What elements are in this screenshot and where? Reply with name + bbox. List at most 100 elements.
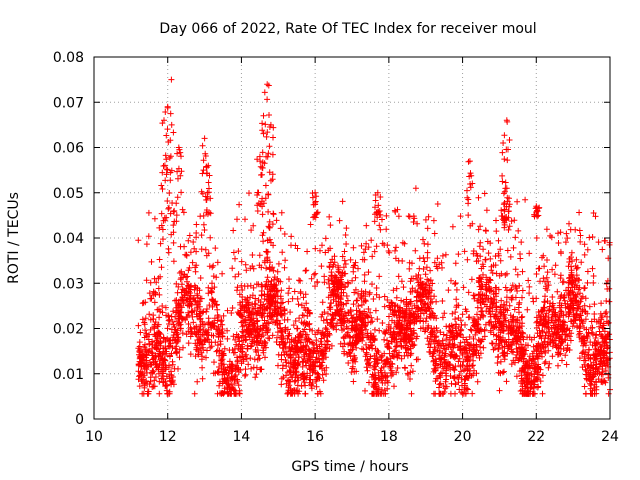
data-point: [548, 326, 555, 332]
data-point: [446, 334, 453, 341]
data-point: [543, 226, 550, 233]
data-point: [455, 358, 462, 365]
data-point: [214, 259, 221, 266]
data-point: [590, 351, 597, 358]
data-point: [541, 298, 548, 305]
data-point: [313, 354, 320, 361]
data-point: [589, 265, 596, 272]
data-point: [285, 352, 292, 359]
data-point: [160, 163, 167, 169]
data-point: [439, 337, 446, 344]
data-point: [145, 233, 152, 240]
data-point: [441, 310, 448, 317]
x-tick-label: 14: [233, 429, 251, 445]
data-point: [278, 209, 285, 216]
data-point: [513, 351, 520, 358]
data-point: [488, 340, 495, 347]
data-point: [534, 330, 541, 337]
data-point: [152, 333, 159, 340]
data-point: [241, 372, 248, 379]
data-point: [159, 186, 166, 192]
data-point: [481, 333, 488, 340]
data-point: [235, 345, 242, 352]
data-point: [581, 361, 588, 368]
data-point: [321, 273, 328, 280]
data-point: [212, 245, 219, 252]
data-point: [265, 223, 272, 230]
data-point: [337, 340, 344, 347]
data-point: [385, 340, 392, 347]
data-point: [214, 312, 221, 319]
data-point: [264, 254, 271, 261]
data-point: [169, 361, 176, 368]
y-tick-label: 0.06: [53, 141, 84, 157]
data-point: [577, 232, 584, 239]
data-point: [606, 298, 613, 305]
data-point: [542, 358, 549, 365]
data-point: [481, 190, 488, 197]
data-point: [326, 213, 333, 220]
data-point: [224, 307, 231, 314]
data-point: [147, 279, 154, 286]
data-point: [218, 360, 225, 367]
data-point: [151, 299, 158, 306]
data-point: [242, 371, 249, 378]
data-point: [163, 132, 170, 139]
data-point: [440, 331, 447, 338]
data-point: [598, 300, 605, 307]
data-point: [480, 271, 486, 278]
data-point: [393, 294, 400, 301]
data-point: [292, 242, 299, 249]
data-point: [281, 264, 288, 271]
data-point: [388, 367, 395, 374]
data-point: [153, 279, 160, 286]
data-point: [350, 378, 357, 385]
data-point: [465, 289, 472, 296]
data-point: [425, 278, 432, 284]
data-point: [508, 286, 515, 293]
data-point: [462, 344, 469, 351]
data-point: [242, 366, 249, 373]
data-point: [357, 336, 363, 343]
data-point: [232, 336, 239, 343]
data-point: [307, 366, 313, 373]
data-point: [259, 211, 266, 218]
data-point: [232, 273, 239, 280]
data-point: [254, 337, 261, 344]
data-point: [452, 260, 459, 267]
data-point: [368, 237, 375, 244]
data-point: [149, 384, 156, 390]
data-point: [581, 251, 588, 258]
data-point: [336, 217, 343, 224]
data-point: [545, 307, 552, 314]
data-point: [256, 252, 263, 259]
data-point: [164, 103, 171, 110]
data-point: [179, 286, 186, 293]
data-point: [457, 339, 464, 346]
data-point: [439, 298, 446, 304]
data-point: [466, 158, 473, 165]
y-tick-label: 0.02: [53, 322, 84, 338]
data-points: [135, 76, 613, 397]
data-point: [449, 223, 456, 230]
data-point: [413, 356, 420, 363]
data-point: [433, 325, 440, 331]
data-point: [143, 352, 150, 359]
data-point: [582, 316, 589, 323]
data-point: [235, 248, 242, 255]
data-point: [298, 383, 305, 389]
data-point: [278, 356, 285, 363]
data-point: [375, 376, 382, 383]
data-point: [443, 336, 450, 343]
data-point: [438, 259, 445, 266]
data-point: [142, 327, 149, 334]
data-point: [188, 326, 195, 333]
data-point: [219, 333, 226, 340]
data-point: [269, 332, 276, 339]
data-point: [387, 325, 394, 332]
data-point: [489, 340, 496, 347]
data-point: [501, 356, 508, 363]
data-point: [525, 342, 531, 349]
data-point: [162, 366, 169, 373]
data-point: [166, 190, 173, 196]
